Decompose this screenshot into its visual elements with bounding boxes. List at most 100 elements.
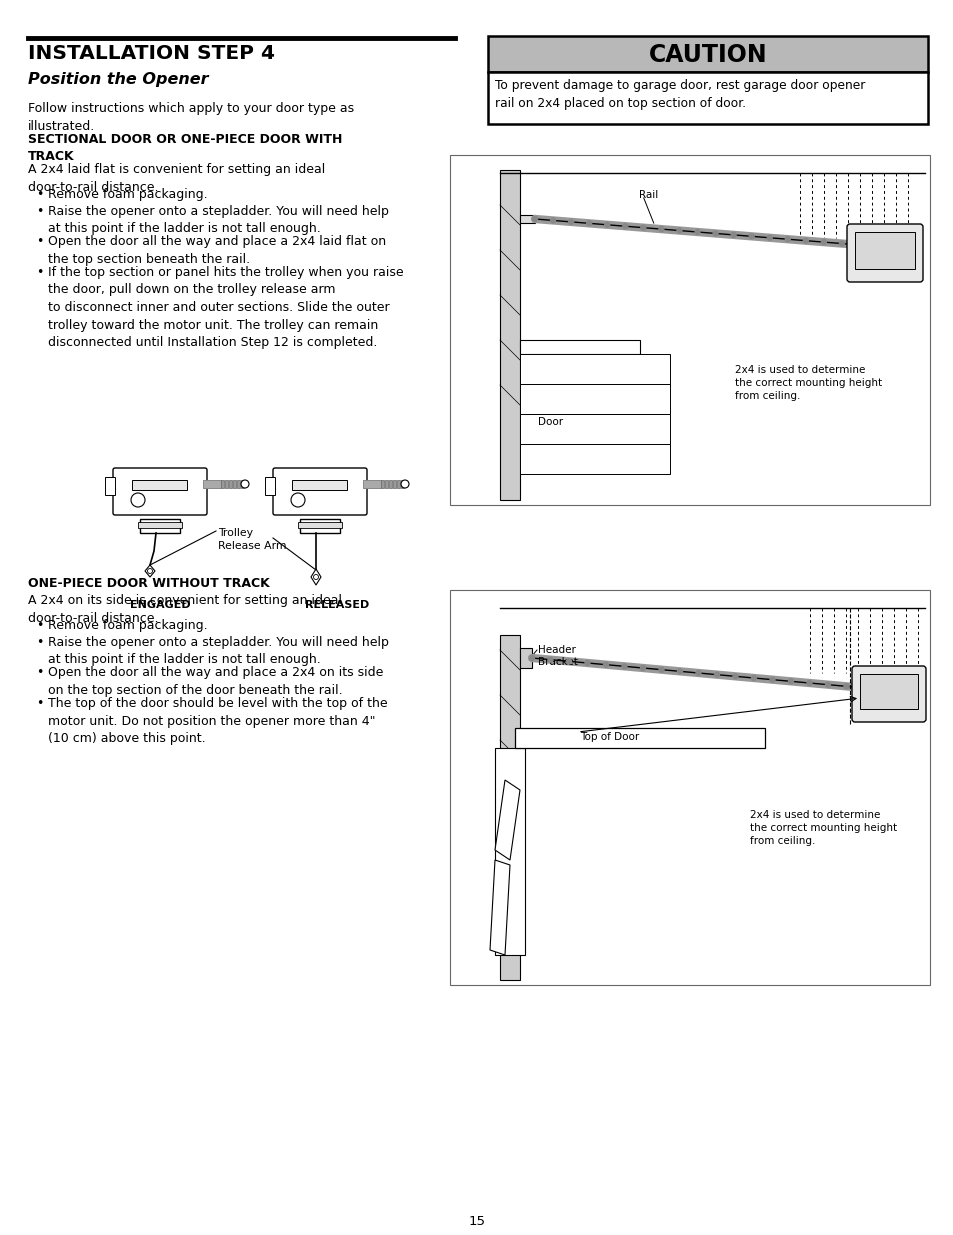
Text: If the top section or panel hits the trolley when you raise
the door, pull down : If the top section or panel hits the tro… xyxy=(48,266,403,350)
Bar xyxy=(138,522,182,529)
Bar xyxy=(396,480,399,488)
Circle shape xyxy=(732,674,738,679)
Text: Header
Bracket: Header Bracket xyxy=(537,645,578,667)
FancyBboxPatch shape xyxy=(112,468,207,515)
Circle shape xyxy=(677,669,681,674)
Bar xyxy=(488,36,927,72)
Circle shape xyxy=(712,231,718,236)
Bar xyxy=(225,480,228,488)
Circle shape xyxy=(824,682,830,687)
Bar xyxy=(495,748,524,955)
FancyBboxPatch shape xyxy=(273,468,367,515)
Bar xyxy=(385,480,388,488)
Bar xyxy=(221,480,224,488)
Text: Position the Opener: Position the Opener xyxy=(28,72,209,86)
Polygon shape xyxy=(311,569,320,585)
Text: Open the door all the way and place a 2x4 laid flat on
the top section beneath t: Open the door all the way and place a 2x… xyxy=(48,236,386,266)
Bar xyxy=(363,480,380,488)
Circle shape xyxy=(695,230,700,235)
Bar xyxy=(297,522,341,529)
Bar xyxy=(105,477,115,495)
Text: •: • xyxy=(36,636,43,648)
Text: 2x4 is used to determine
the correct mounting height
from ceiling.: 2x4 is used to determine the correct mou… xyxy=(734,366,882,401)
Text: Open the door all the way and place a 2x4 on its side
on the top section of the : Open the door all the way and place a 2x… xyxy=(48,667,383,697)
Text: A 2x4 on its side is convenient for setting an ideal
door-to-rail distance.: A 2x4 on its side is convenient for sett… xyxy=(28,594,341,625)
Bar xyxy=(515,727,764,748)
Text: Trolley
Release Arm: Trolley Release Arm xyxy=(218,529,286,551)
Circle shape xyxy=(843,684,848,689)
Circle shape xyxy=(586,221,591,226)
Bar xyxy=(229,480,232,488)
Bar xyxy=(488,72,927,124)
Text: A 2x4 laid flat is convenient for setting an ideal
door-to-rail distance.: A 2x4 laid flat is convenient for settin… xyxy=(28,163,325,194)
Circle shape xyxy=(148,568,152,573)
Circle shape xyxy=(802,238,807,243)
Circle shape xyxy=(584,661,589,666)
Bar xyxy=(519,215,535,224)
Text: The top of the door should be level with the top of the
motor unit. Do not posit: The top of the door should be level with… xyxy=(48,697,387,745)
Bar xyxy=(203,480,221,488)
Circle shape xyxy=(659,226,663,232)
Circle shape xyxy=(314,574,318,579)
Text: Remove foam packaging.: Remove foam packaging. xyxy=(48,619,208,632)
Circle shape xyxy=(769,677,774,682)
Bar xyxy=(450,156,929,505)
Bar xyxy=(450,590,929,986)
Circle shape xyxy=(241,480,249,488)
FancyBboxPatch shape xyxy=(846,224,923,282)
Text: Top of Door: Top of Door xyxy=(579,732,639,742)
Circle shape xyxy=(547,657,553,662)
Circle shape xyxy=(639,666,645,671)
Bar xyxy=(499,635,519,981)
Text: •: • xyxy=(36,266,43,279)
Circle shape xyxy=(696,671,700,676)
Circle shape xyxy=(604,222,609,227)
Bar xyxy=(233,480,235,488)
Bar xyxy=(236,480,240,488)
Bar xyxy=(132,480,188,490)
Text: Rail: Rail xyxy=(639,190,658,200)
FancyBboxPatch shape xyxy=(851,666,925,722)
Bar xyxy=(241,480,244,488)
Bar xyxy=(400,480,403,488)
Circle shape xyxy=(566,658,571,664)
Bar xyxy=(299,519,339,534)
Circle shape xyxy=(659,667,663,672)
Bar xyxy=(265,477,274,495)
Bar xyxy=(389,480,392,488)
Bar xyxy=(293,480,347,490)
Text: •: • xyxy=(36,667,43,679)
Text: Raise the opener onto a stepladder. You will need help
at this point if the ladd: Raise the opener onto a stepladder. You … xyxy=(48,205,389,236)
Circle shape xyxy=(131,493,145,508)
Text: RELEASED: RELEASED xyxy=(305,600,369,610)
Polygon shape xyxy=(145,564,154,577)
Circle shape xyxy=(532,216,537,221)
Bar xyxy=(393,480,395,488)
Circle shape xyxy=(821,240,825,245)
Text: Remove foam packaging.: Remove foam packaging. xyxy=(48,188,208,201)
Text: Follow instructions which apply to your door type as
illustrated.: Follow instructions which apply to your … xyxy=(28,103,354,133)
Bar xyxy=(519,354,669,384)
Bar xyxy=(519,414,669,445)
Text: •: • xyxy=(36,619,43,632)
Circle shape xyxy=(621,664,626,669)
Text: •: • xyxy=(36,205,43,217)
Bar xyxy=(519,648,532,668)
Circle shape xyxy=(640,225,645,230)
Circle shape xyxy=(603,662,608,667)
Text: INSTALLATION STEP 4: INSTALLATION STEP 4 xyxy=(28,44,274,63)
Bar xyxy=(519,384,669,414)
Circle shape xyxy=(291,493,305,508)
Text: •: • xyxy=(36,236,43,248)
Text: CAUTION: CAUTION xyxy=(648,43,766,67)
Text: •: • xyxy=(36,188,43,201)
Circle shape xyxy=(766,236,771,241)
Circle shape xyxy=(568,220,573,225)
Circle shape xyxy=(788,679,793,684)
Text: SECTIONAL DOOR OR ONE-PIECE DOOR WITH
TRACK: SECTIONAL DOOR OR ONE-PIECE DOOR WITH TR… xyxy=(28,133,342,163)
Polygon shape xyxy=(495,781,519,860)
Circle shape xyxy=(400,480,409,488)
Circle shape xyxy=(806,680,811,685)
Text: ENGAGED: ENGAGED xyxy=(130,600,191,610)
Text: Raise the opener onto a stepladder. You will need help
at this point if the ladd: Raise the opener onto a stepladder. You … xyxy=(48,636,389,667)
